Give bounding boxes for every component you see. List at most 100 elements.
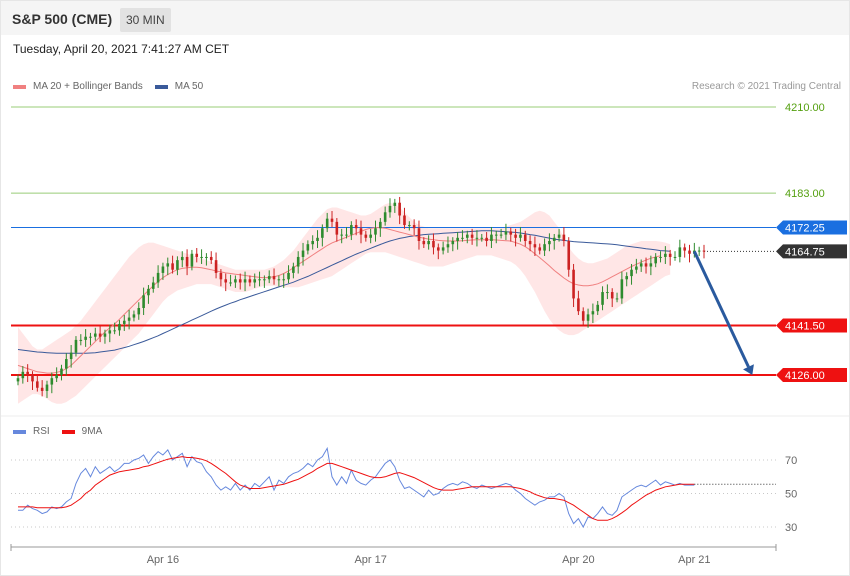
- candle: [422, 237, 426, 249]
- candle-body: [234, 279, 237, 283]
- candle-body: [485, 237, 488, 241]
- candle-body: [427, 241, 430, 245]
- candle-body: [316, 237, 319, 241]
- legend-item-bollinger: MA 20 + Bollinger Bands: [13, 81, 143, 92]
- legend-label-ma50: MA 50: [174, 81, 204, 92]
- candle-body: [393, 202, 397, 206]
- candle-body: [374, 228, 377, 235]
- level-tag-4164.75: [776, 244, 847, 259]
- candle-body: [108, 330, 112, 334]
- candle: [475, 230, 479, 247]
- candle-body: [243, 279, 247, 283]
- candle-body: [171, 263, 174, 270]
- projection-arrow: [692, 250, 750, 368]
- candle: [412, 219, 416, 236]
- candle: [480, 233, 484, 242]
- candle-body: [586, 314, 590, 321]
- candle: [635, 258, 638, 274]
- candle-body: [98, 333, 102, 337]
- candle-body: [156, 272, 160, 283]
- candles: [16, 196, 706, 398]
- candle-body: [456, 237, 459, 241]
- candle-body: [103, 333, 107, 337]
- candle: [359, 220, 363, 244]
- candle-body: [451, 241, 455, 245]
- candle-body: [60, 368, 63, 375]
- candle: [673, 251, 677, 261]
- candle-body: [499, 234, 503, 236]
- candle: [668, 249, 672, 266]
- candle: [195, 248, 199, 263]
- candle-body: [122, 320, 126, 324]
- candle-body: [364, 234, 368, 238]
- candle: [84, 329, 87, 347]
- candle-body: [113, 330, 116, 332]
- candle-body: [292, 266, 295, 273]
- interval-button[interactable]: 30 MIN: [120, 8, 171, 32]
- candle: [577, 290, 580, 316]
- candle-body: [79, 339, 83, 341]
- candle: [432, 233, 435, 255]
- candle: [219, 269, 223, 287]
- candle: [562, 226, 566, 247]
- candle: [490, 226, 493, 249]
- time-tick-label: Apr 21: [678, 554, 710, 566]
- projection-arrowhead: [743, 364, 754, 375]
- candle-body: [345, 234, 348, 236]
- candle: [263, 275, 266, 288]
- candle: [243, 271, 247, 292]
- rsi-tick-70: 70: [785, 455, 797, 467]
- candle: [408, 221, 411, 231]
- candle: [258, 271, 261, 287]
- candle: [325, 212, 329, 233]
- candle-body: [16, 378, 20, 382]
- candle-body: [306, 244, 310, 251]
- candle: [103, 329, 107, 344]
- candle-body: [610, 292, 614, 299]
- candle-body: [654, 256, 657, 264]
- candle: [369, 228, 372, 244]
- legend-item-ma50: MA 50: [154, 81, 204, 92]
- candle-body: [229, 282, 232, 284]
- candle: [427, 235, 430, 250]
- candle-body: [388, 205, 392, 213]
- candle: [137, 302, 141, 320]
- candle-body: [267, 276, 271, 280]
- candle-body: [325, 218, 329, 229]
- candle-body: [412, 225, 416, 229]
- candle: [354, 219, 358, 236]
- candle: [456, 232, 459, 250]
- legend-label-bollinger: MA 20 + Bollinger Bands: [33, 81, 143, 92]
- candle: [664, 246, 667, 264]
- candle-body: [209, 256, 213, 261]
- ma20-line: [17, 227, 661, 374]
- level-label-4210.00: 4210.00: [785, 102, 825, 114]
- candle-body: [591, 311, 595, 315]
- candle-body: [408, 225, 411, 227]
- candle: [89, 332, 92, 346]
- candle: [142, 287, 145, 316]
- candle-body: [519, 234, 522, 238]
- candle-body: [65, 359, 68, 369]
- candle-body: [596, 304, 600, 312]
- candle: [485, 232, 488, 247]
- candle: [306, 240, 310, 255]
- candle: [374, 220, 377, 242]
- level-label-4183.00: 4183.00: [785, 188, 825, 200]
- level-label-4141.50: 4141.50: [785, 321, 825, 333]
- candle-body: [151, 282, 155, 289]
- legend-label-rsi: RSI: [33, 426, 50, 437]
- candle: [596, 300, 600, 316]
- candle-body: [697, 250, 701, 252]
- candle-body: [142, 295, 145, 308]
- candle-body: [200, 256, 203, 258]
- candle-body: [523, 234, 527, 241]
- candle: [108, 324, 112, 343]
- candle: [567, 237, 571, 277]
- candle: [465, 230, 469, 244]
- time-tick-label: Apr 16: [147, 554, 179, 566]
- candle: [200, 249, 203, 264]
- candle-body: [432, 241, 435, 248]
- legend-label-9ma: 9MA: [81, 426, 103, 437]
